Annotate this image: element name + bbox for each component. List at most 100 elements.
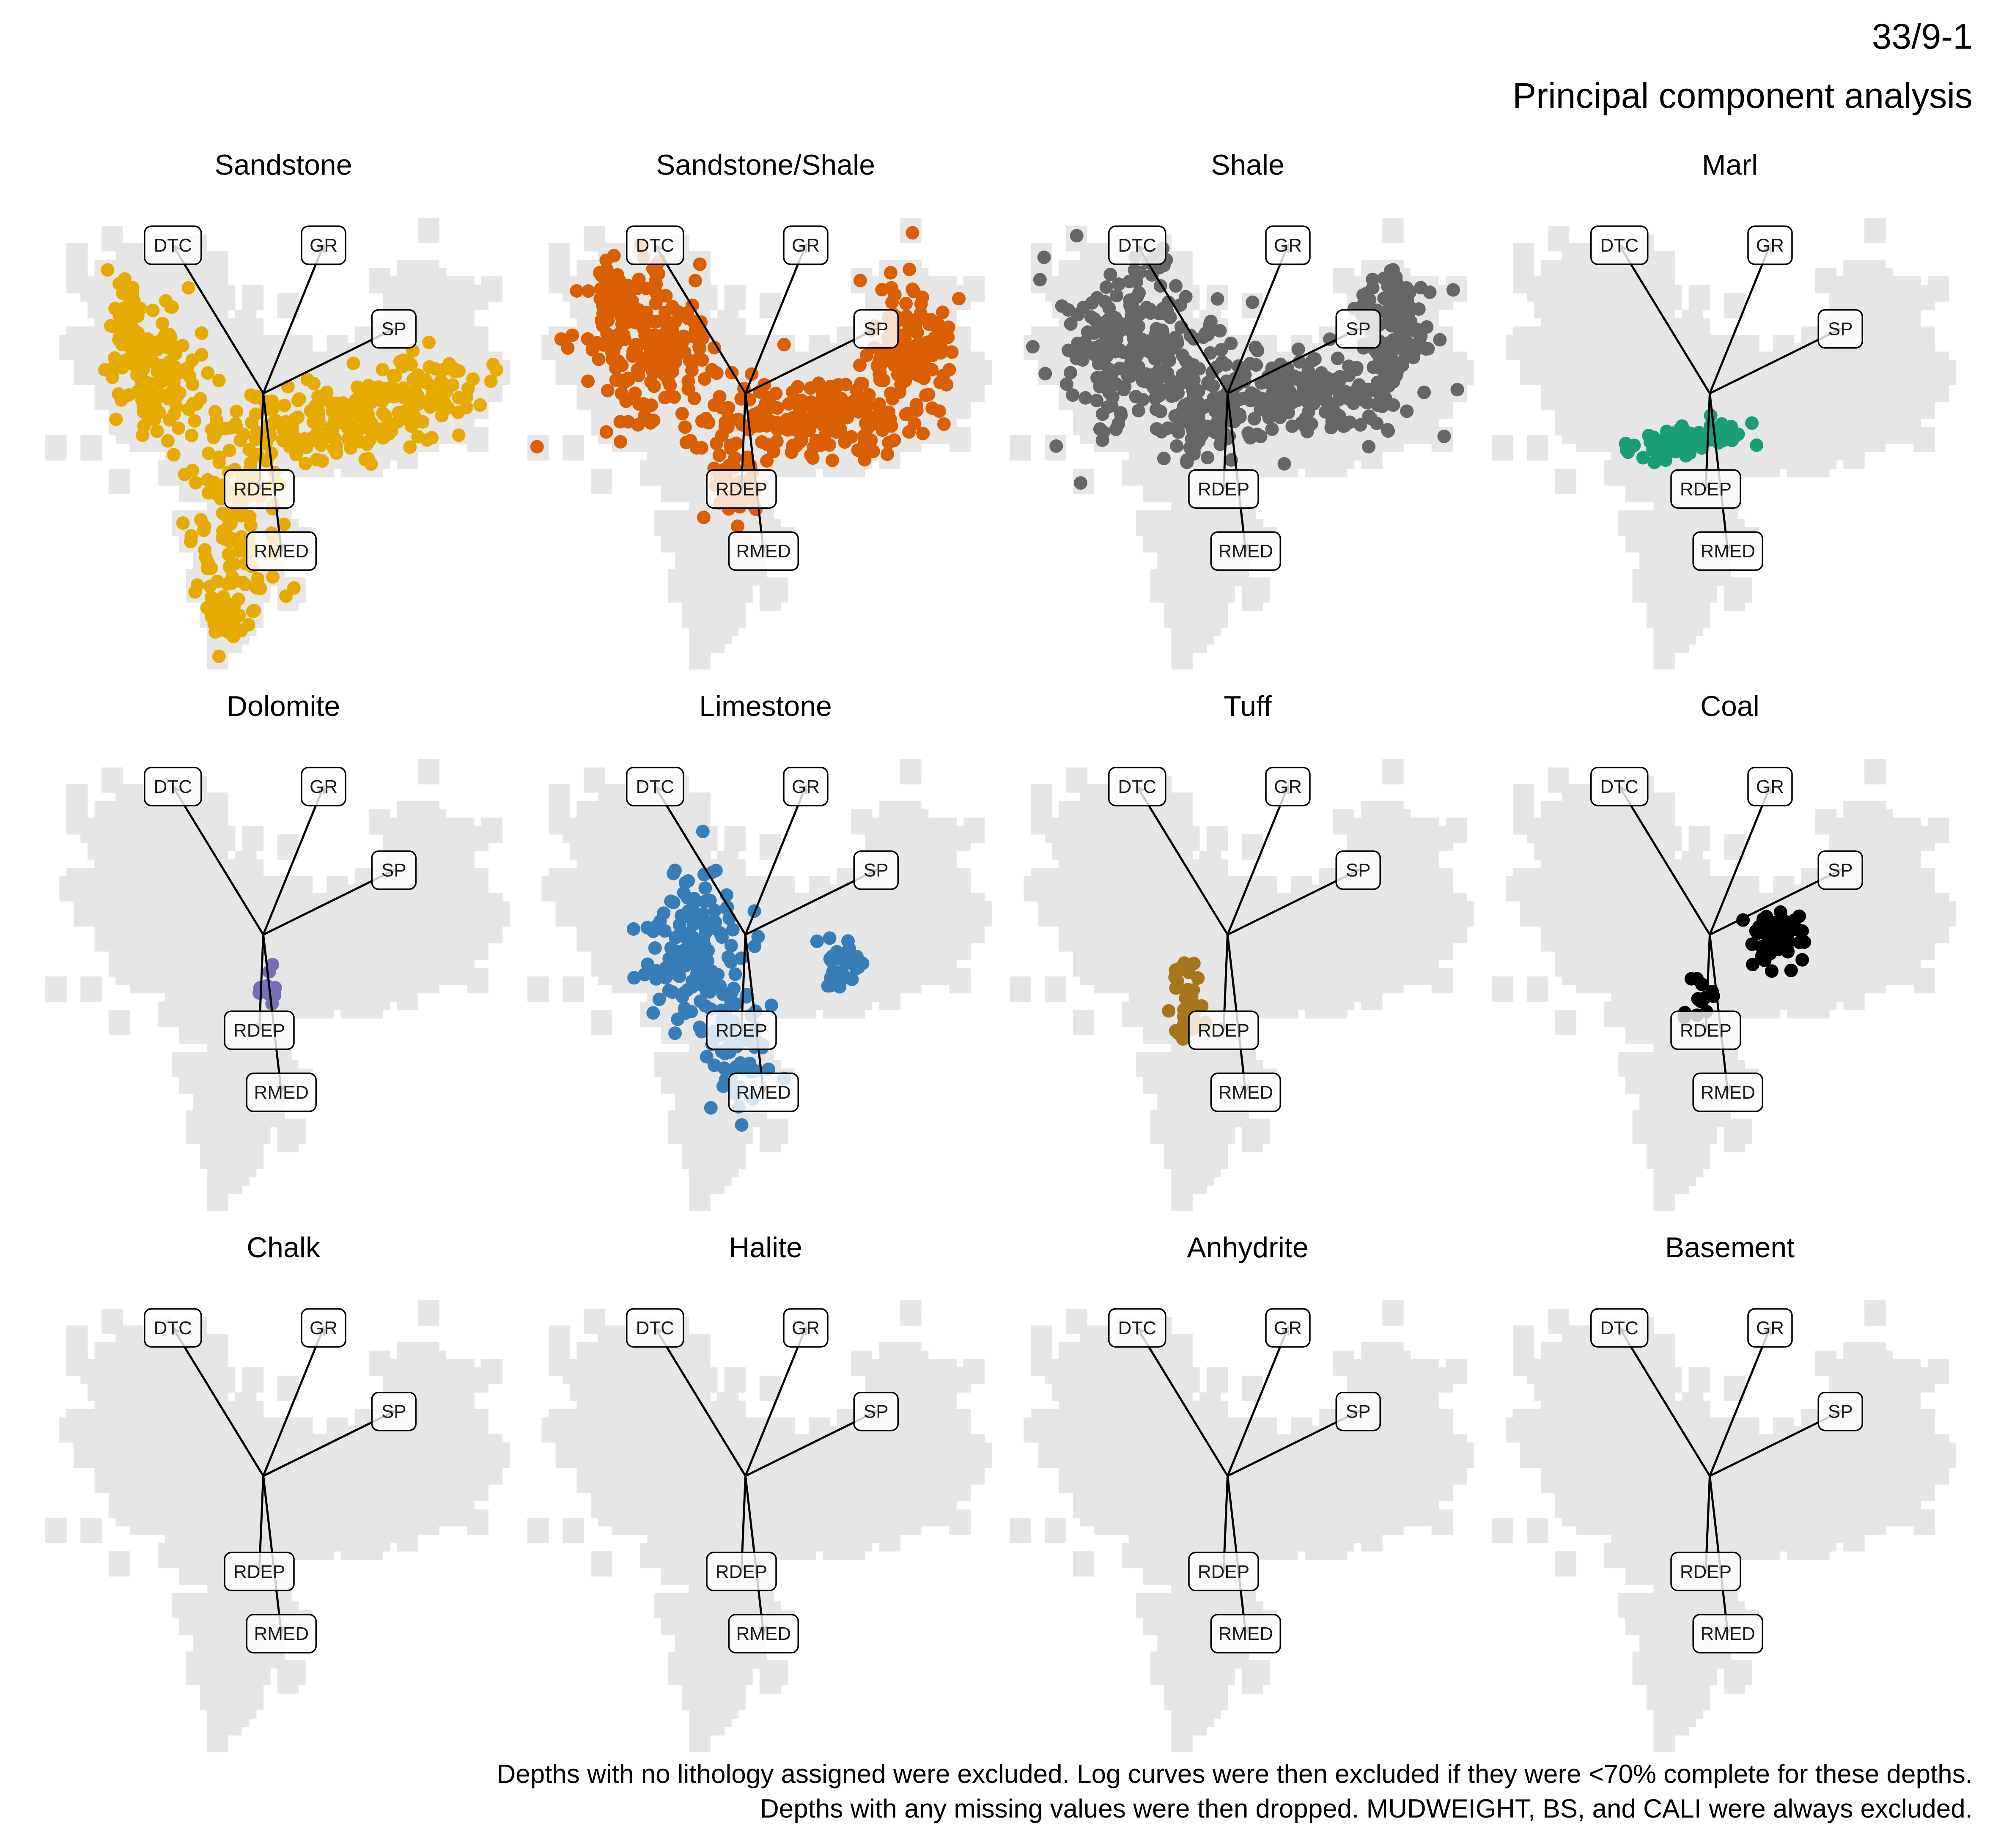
background-cell <box>1319 443 1326 452</box>
background-cell <box>844 343 851 352</box>
background-cell <box>108 243 116 252</box>
background-cell <box>143 285 151 293</box>
background-cell <box>738 594 746 603</box>
data-point <box>425 431 439 445</box>
background-cell <box>1396 435 1404 444</box>
background-cell <box>703 268 711 277</box>
background-cell <box>123 477 130 486</box>
background-cell <box>696 619 704 628</box>
background-cell <box>837 326 844 335</box>
background-cell <box>115 469 123 477</box>
background-cell <box>717 577 725 586</box>
background-cell <box>214 443 222 452</box>
data-point <box>609 361 623 375</box>
background-cell <box>186 310 193 318</box>
background-cell <box>879 301 886 310</box>
background-cell <box>66 268 74 277</box>
background-cell <box>108 402 116 411</box>
background-cell <box>668 510 675 519</box>
background-cell <box>569 435 577 444</box>
background-cell <box>200 360 207 369</box>
background-cell <box>425 301 432 310</box>
background-cell <box>879 460 886 469</box>
background-cell <box>1108 443 1115 452</box>
background-cell <box>453 343 461 352</box>
background-cell <box>362 326 369 335</box>
background-cell <box>129 427 137 436</box>
background-cell <box>73 335 81 344</box>
background-cell <box>1129 460 1136 469</box>
background-cell <box>710 326 718 335</box>
background-cell <box>865 293 873 302</box>
background-cell <box>689 594 697 603</box>
background-cell <box>766 368 774 377</box>
background-cell <box>886 259 894 269</box>
data-point <box>420 376 434 390</box>
data-point <box>904 341 918 355</box>
background-cell <box>242 636 250 644</box>
background-cell <box>710 594 718 603</box>
data-point <box>231 592 245 606</box>
background-cell <box>151 326 158 335</box>
background-cell <box>397 285 404 293</box>
data-point <box>112 387 126 401</box>
background-cell <box>689 569 697 578</box>
background-cell <box>242 376 250 385</box>
background-cell <box>928 427 936 436</box>
background-cell <box>759 368 767 377</box>
background-cell <box>319 469 327 477</box>
background-cell <box>682 527 689 536</box>
background-cell <box>879 259 886 269</box>
background-cell <box>102 243 109 252</box>
background-cell <box>724 293 732 302</box>
background-cell <box>1122 443 1130 452</box>
background-cell <box>284 360 292 369</box>
background-cell <box>263 518 271 528</box>
background-cell <box>242 410 250 419</box>
data-point <box>930 316 944 330</box>
data-point <box>760 417 774 431</box>
background-cell <box>1080 418 1087 427</box>
background-cell <box>1143 460 1151 469</box>
background-cell <box>555 376 563 385</box>
background-cell <box>576 318 584 327</box>
background-cell <box>780 460 788 469</box>
background-cell <box>541 452 549 461</box>
data-point <box>351 424 365 438</box>
background-cell <box>495 351 503 360</box>
background-cell <box>682 460 689 469</box>
background-cell <box>717 335 725 344</box>
background-cell <box>115 226 123 235</box>
background-cell <box>1059 259 1066 269</box>
background-cell <box>1122 427 1130 436</box>
background-cell <box>555 259 563 269</box>
background-cell <box>584 268 591 277</box>
background-cell <box>418 276 425 285</box>
background-cell <box>661 410 669 419</box>
data-point <box>393 354 407 368</box>
background-cell <box>242 368 250 377</box>
data-point <box>452 364 466 378</box>
data-point <box>287 581 301 595</box>
background-cell <box>284 510 292 519</box>
background-cell <box>165 477 172 486</box>
background-cell <box>724 310 732 318</box>
data-point <box>817 419 831 433</box>
data-point <box>409 414 423 428</box>
data-point <box>647 315 661 329</box>
background-cell <box>284 343 292 352</box>
background-cell <box>865 301 873 310</box>
background-cell <box>724 636 732 644</box>
data-point <box>277 398 291 412</box>
background-cell <box>970 393 978 402</box>
background-cell <box>460 285 468 293</box>
background-cell <box>1171 452 1179 461</box>
background-cell <box>418 234 425 243</box>
background-cell <box>481 368 489 377</box>
loading-arrow-gr <box>262 245 325 394</box>
background-cell <box>502 376 510 385</box>
data-point <box>945 345 959 359</box>
background-cell <box>682 594 689 603</box>
background-cell <box>731 343 739 352</box>
